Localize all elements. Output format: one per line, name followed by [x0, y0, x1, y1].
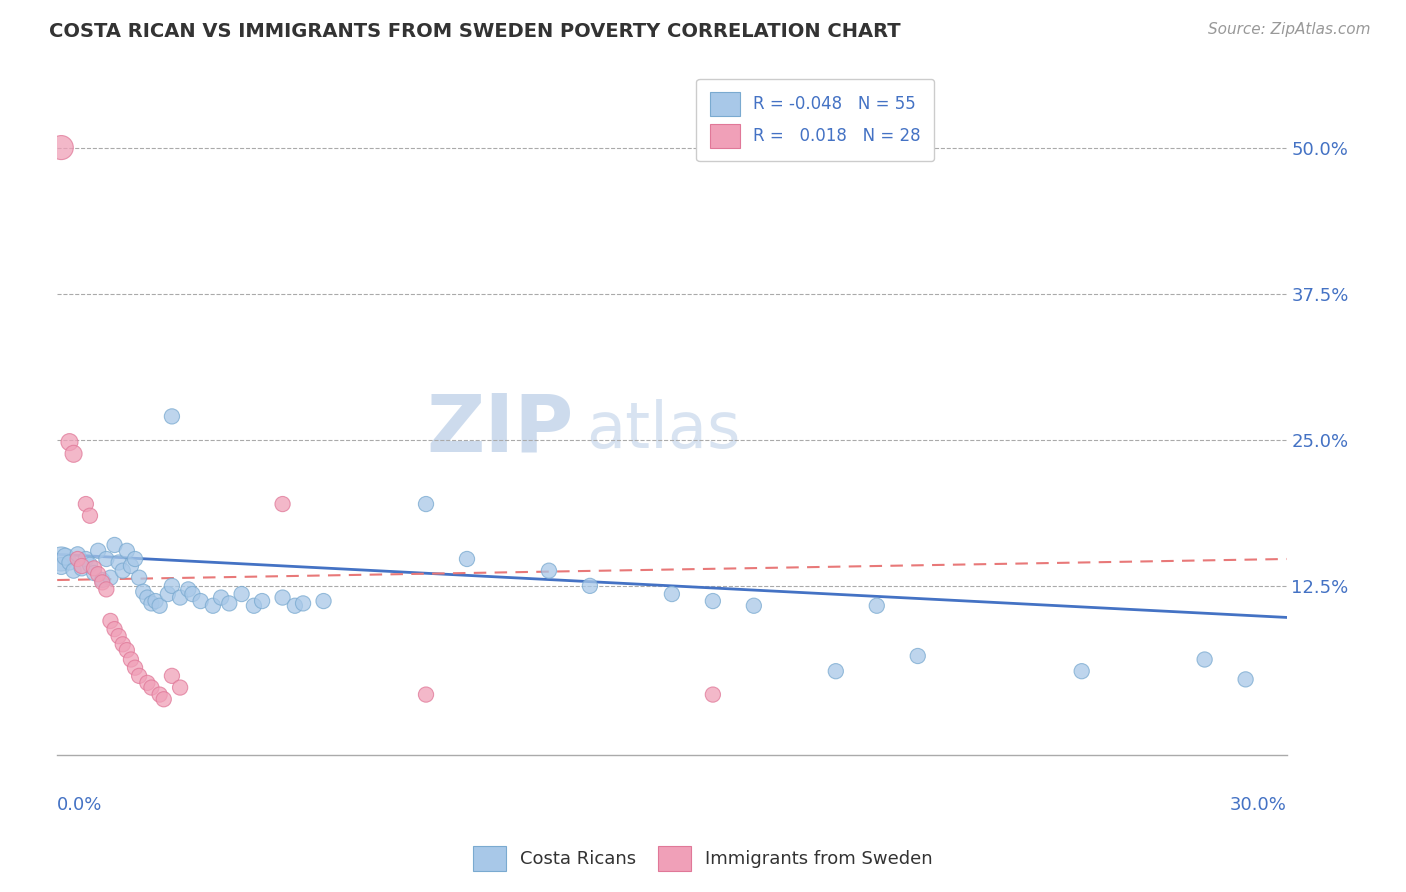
Point: [83, 566, 105, 580]
Point: [103, 622, 125, 636]
Point: [70, 559, 93, 574]
Point: [537, 564, 560, 578]
Text: atlas: atlas: [586, 399, 740, 461]
Point: [456, 552, 478, 566]
Point: [111, 637, 134, 651]
Point: [177, 582, 200, 597]
Point: [1194, 652, 1216, 666]
Point: [136, 591, 159, 605]
Point: [415, 688, 437, 702]
Point: [152, 692, 174, 706]
Point: [149, 599, 172, 613]
Point: [91, 573, 114, 587]
Point: [70, 561, 93, 575]
Point: [169, 681, 191, 695]
Point: [107, 556, 129, 570]
Point: [145, 594, 167, 608]
Point: [1234, 673, 1257, 687]
Point: [111, 564, 134, 578]
Point: [250, 594, 273, 608]
Point: [51, 559, 73, 574]
Point: [160, 669, 183, 683]
Point: [87, 567, 110, 582]
Point: [124, 661, 146, 675]
Point: [243, 599, 266, 613]
Point: [181, 587, 204, 601]
Point: [160, 579, 183, 593]
Point: [661, 587, 683, 601]
Point: [100, 571, 122, 585]
Point: [115, 543, 138, 558]
Point: [415, 497, 437, 511]
Text: 0.0%: 0.0%: [58, 796, 103, 814]
Point: [66, 552, 89, 566]
Point: [742, 599, 765, 613]
Point: [91, 575, 114, 590]
Point: [136, 676, 159, 690]
Point: [103, 538, 125, 552]
Text: Source: ZipAtlas.com: Source: ZipAtlas.com: [1208, 22, 1371, 37]
Point: [702, 688, 724, 702]
Point: [579, 579, 602, 593]
Point: [156, 587, 179, 601]
Point: [160, 409, 183, 424]
Point: [231, 587, 253, 601]
Point: [120, 559, 142, 574]
Point: [169, 591, 191, 605]
Point: [128, 571, 150, 585]
Point: [824, 664, 846, 678]
Point: [100, 614, 122, 628]
Point: [96, 552, 118, 566]
Point: [96, 582, 118, 597]
Point: [66, 547, 89, 561]
Point: [284, 599, 307, 613]
Point: [190, 594, 212, 608]
Point: [132, 584, 155, 599]
Point: [75, 497, 97, 511]
Point: [218, 596, 240, 610]
Text: ZIP: ZIP: [426, 391, 574, 469]
Point: [87, 543, 110, 558]
Point: [149, 688, 172, 702]
Point: [58, 435, 80, 450]
Point: [79, 558, 101, 572]
Point: [51, 140, 73, 154]
Point: [128, 669, 150, 683]
Point: [141, 596, 163, 610]
Legend: Costa Ricans, Immigrants from Sweden: Costa Ricans, Immigrants from Sweden: [467, 838, 939, 879]
Legend: R = -0.048   N = 55, R =   0.018   N = 28: R = -0.048 N = 55, R = 0.018 N = 28: [696, 79, 934, 161]
Point: [1070, 664, 1092, 678]
Point: [141, 681, 163, 695]
Point: [120, 652, 142, 666]
Point: [702, 594, 724, 608]
Point: [115, 643, 138, 657]
Point: [62, 564, 84, 578]
Point: [292, 596, 315, 610]
Text: 30.0%: 30.0%: [1230, 796, 1286, 814]
Text: COSTA RICAN VS IMMIGRANTS FROM SWEDEN POVERTY CORRELATION CHART: COSTA RICAN VS IMMIGRANTS FROM SWEDEN PO…: [49, 22, 901, 41]
Point: [209, 591, 232, 605]
Point: [53, 549, 76, 564]
Point: [271, 591, 294, 605]
Point: [62, 447, 84, 461]
Point: [83, 561, 105, 575]
Point: [866, 599, 889, 613]
Point: [907, 648, 929, 663]
Point: [271, 497, 294, 511]
Point: [201, 599, 224, 613]
Point: [107, 629, 129, 643]
Point: [51, 552, 73, 566]
Point: [75, 552, 97, 566]
Point: [79, 508, 101, 523]
Point: [312, 594, 335, 608]
Point: [58, 556, 80, 570]
Point: [124, 552, 146, 566]
